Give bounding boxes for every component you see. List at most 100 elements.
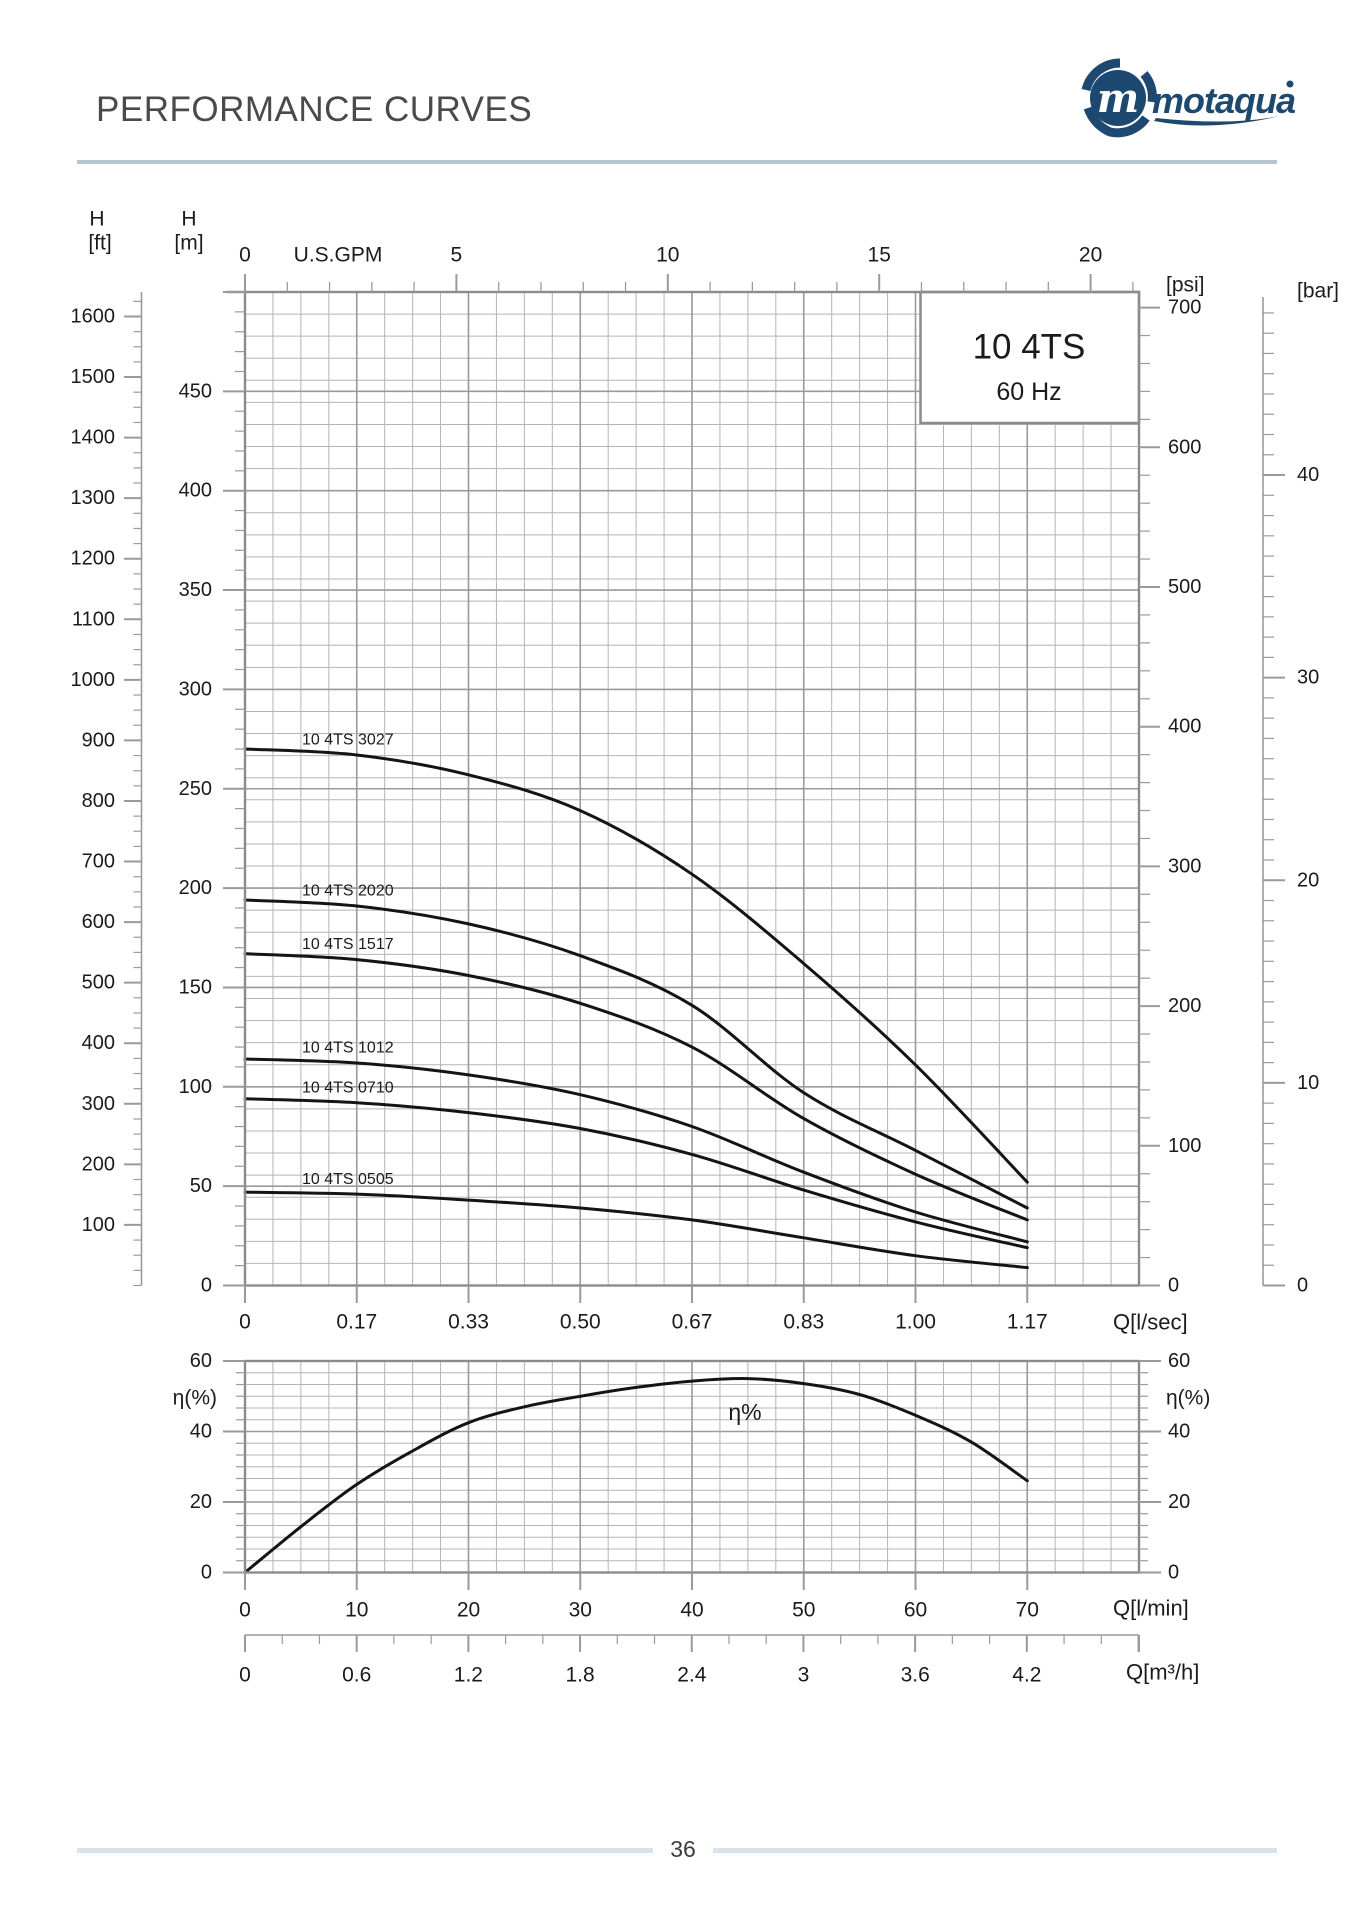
- m-tick-label: 250: [179, 778, 212, 800]
- gpm-tick-label: 5: [451, 244, 463, 267]
- gpm-axis-title: U.S.GPM: [294, 244, 383, 267]
- ft-tick-label: 700: [82, 851, 115, 873]
- pump-curve-0710: [243, 1097, 1029, 1250]
- m3h-tick-label: 0.6: [342, 1664, 371, 1687]
- eta-chart-grid: [245, 1361, 1139, 1573]
- m3h-tick-label: 1.8: [565, 1664, 594, 1687]
- psi-tick-label: 400: [1168, 716, 1201, 738]
- ft-tick-label: 900: [82, 729, 115, 751]
- ft-tick-label: 500: [82, 972, 115, 994]
- psi-axis-unit: [psi]: [1166, 274, 1205, 297]
- m3h-tick-label: 1.2: [454, 1664, 483, 1687]
- logo-wordmark: motaqua: [1152, 80, 1295, 121]
- m-axis: 0 50 100 150 200 250 300 350 400 450 H[m]: [174, 208, 245, 1297]
- lmin-tick-label: 50: [792, 1599, 815, 1622]
- bar-tick-label: 10: [1297, 1072, 1319, 1094]
- curve-label: 10 4TS 1012: [302, 1040, 394, 1057]
- legend-frequency: 60 Hz: [996, 378, 1061, 406]
- footer-rule-right: [713, 1848, 1277, 1853]
- m3h-axis-title: Q[m³/h]: [1126, 1660, 1199, 1685]
- curve-label: 10 4TS 2020: [302, 882, 394, 899]
- ft-tick-label: 1300: [71, 487, 116, 509]
- bar-tick-label: 40: [1297, 464, 1319, 486]
- psi-tick-label: 100: [1168, 1135, 1201, 1157]
- m-tick-label: 0: [201, 1275, 212, 1297]
- curve-label: 10 4TS 0710: [302, 1079, 394, 1096]
- m-tick-label: 150: [179, 976, 212, 998]
- ft-tick-label: 600: [82, 911, 115, 933]
- page-title: PERFORMANCE CURVES: [96, 90, 533, 129]
- ft-axis-unit: [ft]: [88, 232, 111, 255]
- pump-curve-2020: [243, 898, 1029, 1210]
- m-tick-label: 350: [179, 579, 212, 601]
- m3h-tick-label: 0: [239, 1664, 251, 1687]
- gpm-tick-label: 15: [868, 244, 891, 267]
- lmin-tick-label: 40: [680, 1599, 703, 1622]
- eta-tick-label: 20: [190, 1491, 212, 1513]
- lmin-tick-label: 0: [239, 1599, 251, 1622]
- gpm-axis: 0 5 10 15 20 U.S.GPM: [239, 244, 1134, 292]
- lsec-tick-label: 0.83: [783, 1311, 824, 1334]
- legend-model: 10 4TS: [973, 328, 1086, 367]
- ft-tick-label: 1400: [71, 427, 116, 449]
- main-chart-grid: [245, 292, 1139, 1286]
- lmin-tick-label: 60: [904, 1599, 927, 1622]
- logo-monogram: m: [1097, 75, 1139, 122]
- eta-tick-label: 60: [1168, 1350, 1190, 1372]
- lsec-tick-label: 0.33: [448, 1311, 489, 1334]
- lmin-axis: 0 10 20 30 40 50 60 70 Q[l/min]: [239, 1572, 1189, 1622]
- psi-tick-label: 200: [1168, 995, 1201, 1017]
- lmin-tick-label: 10: [345, 1599, 368, 1622]
- m-tick-label: 450: [179, 380, 212, 402]
- m3h-axis: 0 0.6 1.2 1.8 2.4 3 3.6 4.2 Q[m³/h]: [239, 1634, 1199, 1687]
- ft-tick-label: 300: [82, 1093, 115, 1115]
- psi-tick-label: 300: [1168, 855, 1201, 877]
- eta-curve: [243, 1377, 1029, 1574]
- gpm-tick-label: 20: [1079, 244, 1102, 267]
- ft-tick-label: 1600: [71, 305, 116, 327]
- ft-tick-label: 1200: [71, 548, 116, 570]
- eta-axis-title: η(%): [173, 1387, 217, 1410]
- eta-left-axis: 0 20 40 60 η(%): [173, 1350, 245, 1584]
- bar-tick-label: 0: [1297, 1275, 1308, 1297]
- gpm-tick-label: 0: [239, 244, 251, 267]
- m3h-tick-label: 3.6: [901, 1664, 930, 1687]
- pump-curve-3027: [243, 747, 1029, 1184]
- m3h-tick-label: 3: [798, 1664, 810, 1687]
- lmin-tick-label: 70: [1016, 1599, 1039, 1622]
- m-tick-label: 300: [179, 678, 212, 700]
- psi-tick-label: 500: [1168, 576, 1201, 598]
- m-tick-label: 400: [179, 480, 212, 502]
- eta-tick-label: 0: [201, 1562, 212, 1584]
- eta-curve-group: η%: [243, 1377, 1029, 1574]
- page-number: 36: [670, 1836, 696, 1862]
- bar-axis-unit: [bar]: [1297, 280, 1339, 303]
- eta-tick-label: 40: [1168, 1421, 1190, 1443]
- psi-tick-label: 700: [1168, 297, 1201, 319]
- ft-tick-label: 1100: [72, 608, 115, 630]
- pump-curve-1012: [243, 1057, 1029, 1244]
- m-tick-label: 200: [179, 877, 212, 899]
- pump-curve-0505: [243, 1190, 1029, 1270]
- ft-axis: 100 200 300 400 500 600 700 800 900 1000 1100 1200 1…: [71, 208, 143, 1287]
- lsec-tick-label: 0: [239, 1311, 251, 1334]
- bar-axis: 0 10 20 30 40 [bar]: [1262, 280, 1339, 1297]
- lmin-axis-title: Q[l/min]: [1113, 1596, 1189, 1621]
- eta-axis-title: η(%): [1166, 1387, 1210, 1410]
- m-tick-label: 100: [179, 1076, 212, 1098]
- ft-tick-label: 1000: [71, 669, 116, 691]
- pump-curves: 10 4TS 3027 10 4TS 2020 10 4TS 1517 10 4TS …: [243, 731, 1029, 1270]
- lmin-tick-label: 20: [457, 1599, 480, 1622]
- curve-label: 10 4TS 3027: [302, 731, 394, 748]
- m3h-tick-label: 2.4: [677, 1664, 707, 1687]
- psi-axis: 0 100 200 300 400 500 600 700[psi]: [1139, 274, 1205, 1297]
- model-legend-box: 10 4TS 60 Hz: [919, 290, 1141, 425]
- eta-tick-label: 20: [1168, 1491, 1190, 1513]
- curve-label: 10 4TS 1517: [302, 936, 394, 953]
- ft-tick-label: 200: [82, 1153, 115, 1175]
- lsec-tick-label: 0.17: [336, 1311, 377, 1334]
- psi-tick-label: 0: [1168, 1275, 1179, 1297]
- lsec-tick-label: 0.67: [672, 1311, 713, 1334]
